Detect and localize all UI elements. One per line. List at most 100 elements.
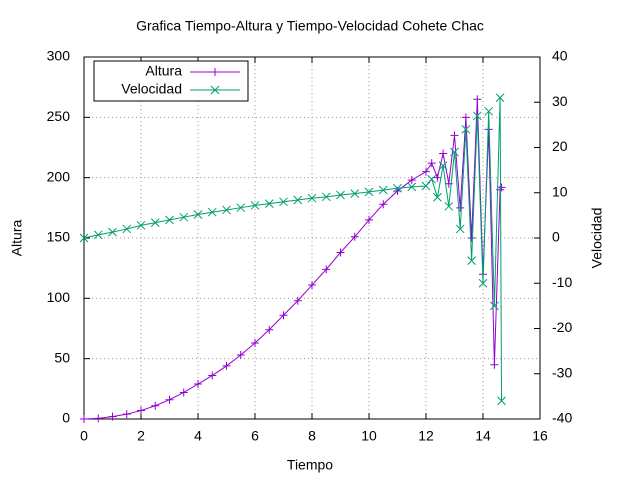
x-tick-label: 2 — [137, 428, 145, 444]
point-marker — [165, 395, 174, 404]
point-marker — [422, 167, 430, 176]
point-marker — [222, 361, 231, 370]
point-marker — [495, 93, 505, 103]
y2-tick-label: 40 — [552, 48, 568, 64]
point-marker — [265, 325, 274, 334]
y2-axis-label: Velocidad — [589, 208, 605, 269]
y2-tick-label: 30 — [552, 93, 568, 109]
point-marker — [79, 233, 89, 243]
point-marker — [222, 205, 231, 215]
point-marker — [279, 197, 288, 207]
point-marker — [194, 380, 202, 389]
point-marker — [497, 396, 506, 406]
x-tick-label: 6 — [251, 428, 259, 444]
point-marker — [179, 212, 189, 222]
point-marker — [165, 215, 174, 225]
x-axis-label: Tiempo — [287, 457, 333, 473]
x-tick-label: 14 — [475, 428, 491, 444]
point-marker — [365, 215, 373, 224]
point-marker — [322, 265, 331, 274]
point-marker — [450, 131, 459, 140]
y-tick-label: 300 — [47, 48, 71, 64]
y-tick-label: 200 — [47, 168, 71, 184]
y-tick-label: 150 — [47, 229, 71, 245]
point-marker — [250, 201, 260, 210]
point-marker — [264, 199, 274, 208]
point-marker — [279, 311, 288, 320]
point-marker — [364, 187, 374, 197]
point-marker — [444, 201, 454, 211]
y-tick-label: 50 — [54, 349, 70, 365]
point-marker — [207, 207, 217, 217]
point-marker — [236, 351, 245, 360]
point-marker — [461, 125, 471, 134]
chart-title: Grafica Tiempo-Altura y Tiempo-Velocidad… — [136, 18, 484, 34]
point-marker — [427, 159, 436, 168]
point-marker — [150, 218, 160, 227]
y2-tick-label: 10 — [552, 183, 568, 199]
point-marker — [393, 183, 402, 193]
point-marker — [80, 415, 88, 423]
point-marker — [378, 185, 388, 195]
point-marker — [93, 230, 103, 240]
y-tick-label: 250 — [47, 108, 71, 124]
point-marker — [456, 203, 465, 212]
point-marker — [293, 296, 302, 305]
point-marker — [211, 68, 219, 76]
point-marker — [467, 256, 476, 265]
point-marker — [379, 200, 388, 209]
point-marker — [350, 232, 359, 241]
point-marker — [251, 338, 259, 347]
point-marker — [455, 224, 465, 234]
point-marker — [478, 278, 488, 288]
point-marker — [108, 412, 117, 421]
legend-box — [93, 60, 249, 102]
y2-tick-label: -30 — [552, 364, 572, 380]
x-tick-label: 0 — [80, 428, 88, 444]
y2-tick-label: -40 — [552, 410, 572, 426]
point-marker — [473, 95, 482, 104]
point-marker — [122, 410, 131, 419]
legend-label: Velocidad — [121, 81, 182, 97]
y2-tick-label: -20 — [552, 319, 572, 335]
y-tick-label: 0 — [62, 410, 70, 426]
point-marker — [472, 111, 482, 121]
point-marker — [438, 161, 448, 170]
x-tick-label: 4 — [194, 428, 202, 444]
x-tick-label: 12 — [418, 428, 434, 444]
point-marker — [433, 192, 442, 202]
point-marker — [439, 149, 448, 158]
point-marker — [450, 147, 459, 157]
point-marker — [151, 401, 160, 410]
x-tick-label: 8 — [308, 428, 316, 444]
point-marker — [179, 388, 188, 397]
point-marker — [433, 173, 442, 182]
point-marker — [94, 414, 103, 423]
x-tick-label: 10 — [361, 428, 377, 444]
point-marker — [108, 227, 117, 237]
point-marker — [336, 248, 345, 257]
point-marker — [407, 182, 417, 192]
point-marker — [421, 181, 431, 191]
y2-tick-label: 0 — [552, 229, 560, 245]
y-axis-label: Altura — [9, 220, 25, 257]
point-marker — [236, 203, 246, 213]
point-marker — [490, 360, 499, 369]
point-marker — [350, 189, 360, 199]
point-marker — [293, 195, 303, 205]
y2-tick-label: 20 — [552, 138, 568, 154]
point-marker — [497, 183, 506, 192]
y-tick-label: 100 — [47, 289, 71, 305]
point-marker — [136, 220, 146, 230]
legend-label: Altura — [145, 63, 182, 79]
x-tick-label: 16 — [532, 428, 548, 444]
point-marker — [461, 113, 470, 122]
point-marker — [490, 301, 499, 311]
point-marker — [210, 85, 220, 95]
y2-tick-label: -10 — [552, 274, 572, 290]
point-marker — [484, 106, 494, 116]
point-marker — [307, 193, 317, 203]
point-marker — [321, 192, 331, 202]
